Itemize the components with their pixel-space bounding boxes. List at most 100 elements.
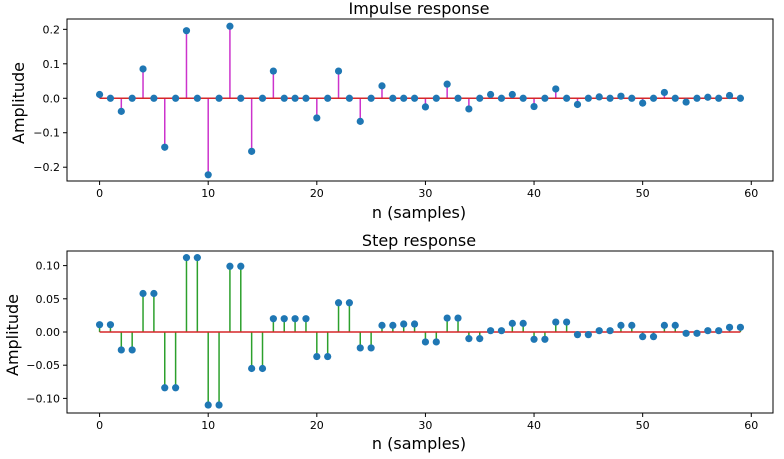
- stem-marker: [367, 94, 375, 102]
- stem-marker: [519, 319, 527, 327]
- stem-marker: [432, 94, 440, 102]
- stem-marker: [106, 321, 115, 329]
- stem-marker: [378, 321, 386, 329]
- stem-marker: [291, 315, 299, 323]
- stem-marker: [139, 289, 147, 298]
- x-tick-label: 0: [96, 419, 103, 432]
- stem-marker: [693, 94, 701, 102]
- stem-marker: [530, 102, 538, 111]
- stem-marker: [736, 94, 745, 102]
- stem-marker: [584, 331, 592, 339]
- stem-marker: [204, 401, 212, 409]
- stem-marker: [248, 364, 256, 373]
- y-tick-label: −0.10: [26, 392, 60, 405]
- stem-marker: [280, 315, 288, 323]
- stem-marker: [280, 94, 288, 102]
- stem-marker: [204, 171, 212, 179]
- stem-marker: [725, 323, 734, 331]
- x-tick-label: 60: [744, 419, 758, 432]
- x-tick-label: 20: [310, 419, 324, 432]
- axes-frame: [66, 250, 774, 414]
- stem-marker: [117, 346, 125, 354]
- stem-marker: [617, 92, 625, 100]
- stem-marker: [606, 327, 614, 335]
- x-tick-label: 40: [527, 187, 541, 200]
- x-axis-label: n (samples): [372, 203, 466, 222]
- stem-marker: [215, 94, 223, 102]
- stem-marker: [161, 143, 169, 151]
- stem-marker: [291, 94, 299, 102]
- stem-marker: [671, 321, 679, 329]
- stem-marker: [313, 114, 321, 122]
- stem-marker: [258, 94, 267, 102]
- y-tick-label: 0.0: [43, 92, 61, 105]
- stem-marker: [584, 94, 592, 102]
- x-tick-label: 40: [527, 419, 541, 432]
- step-response-panel: Step response Amplitude n (samples) 0 10 2…: [3, 231, 774, 453]
- stem-marker: [465, 105, 473, 113]
- stem-marker: [606, 94, 614, 102]
- stem-marker: [736, 323, 745, 331]
- stem-marker: [356, 344, 364, 352]
- stem-marker: [302, 94, 310, 102]
- y-tick-label: 0.1: [43, 58, 61, 71]
- stem-marker: [552, 85, 560, 93]
- stem-marker: [573, 331, 582, 339]
- x-tick-label: 30: [418, 187, 432, 200]
- stem-marker: [410, 320, 419, 328]
- x-tick-label: 20: [310, 187, 324, 200]
- plot-area: 0 10 20 30 40 50 60 0.2 0.1 0.0 −0.1 −0.2: [33, 22, 758, 200]
- stem-marker: [345, 299, 353, 307]
- chart-title: Step response: [362, 231, 476, 250]
- x-tick-label: 0: [96, 187, 103, 200]
- stem-marker: [541, 94, 549, 102]
- stem-marker: [715, 327, 723, 335]
- stem-marker: [508, 90, 516, 99]
- stem-marker: [95, 321, 104, 329]
- stem-marker: [302, 315, 310, 323]
- y-tick-label: 0.00: [36, 326, 61, 339]
- stem-marker: [95, 90, 104, 99]
- stem-marker: [628, 94, 636, 102]
- stem-marker: [226, 22, 234, 30]
- stem-marker: [356, 117, 364, 125]
- stem-marker: [324, 94, 332, 102]
- stem-marker: [530, 335, 538, 343]
- stem-marker: [432, 338, 440, 346]
- y-axis-label: Amplitude: [3, 294, 22, 376]
- stem-marker: [345, 94, 353, 102]
- stem-marker: [324, 352, 332, 361]
- stem-marker: [258, 364, 267, 373]
- stem-marker: [182, 27, 191, 35]
- y-tick-label: 0.05: [36, 293, 61, 306]
- impulse-response-panel: Impulse response Amplitude n (samples) 0…: [9, 0, 774, 222]
- stem-marker: [552, 318, 560, 326]
- stem-marker: [725, 91, 734, 100]
- stem-marker: [563, 94, 571, 102]
- stem-marker: [649, 94, 658, 102]
- stem-marker: [313, 352, 321, 361]
- stem-marker: [193, 254, 201, 262]
- y-tick-label: −0.05: [26, 359, 60, 372]
- y-tick-label: −0.1: [33, 127, 60, 140]
- axes-frame: [66, 18, 774, 182]
- x-tick-label: 10: [201, 187, 215, 200]
- stem-marker: [139, 65, 147, 73]
- stem-marker: [334, 67, 343, 75]
- x-axis-label: n (samples): [372, 434, 466, 453]
- stem-marker: [660, 321, 668, 329]
- stem-marker: [639, 99, 647, 107]
- stem-marker: [226, 262, 234, 270]
- stem-marker: [454, 94, 462, 102]
- stem-marker: [508, 319, 516, 327]
- stem-marker: [106, 94, 115, 102]
- stem-marker: [172, 94, 180, 102]
- plot-area: 0 10 20 30 40 50 60 0.10 0.05 0.00 −0.05 −0.10: [26, 254, 758, 432]
- stem-marker: [421, 103, 430, 111]
- stem-marker: [269, 67, 277, 75]
- stem-marker: [378, 82, 386, 90]
- stem-marker: [128, 94, 136, 102]
- stem-marker: [389, 321, 397, 329]
- stem-marker: [682, 329, 690, 337]
- stem-marker: [497, 327, 506, 335]
